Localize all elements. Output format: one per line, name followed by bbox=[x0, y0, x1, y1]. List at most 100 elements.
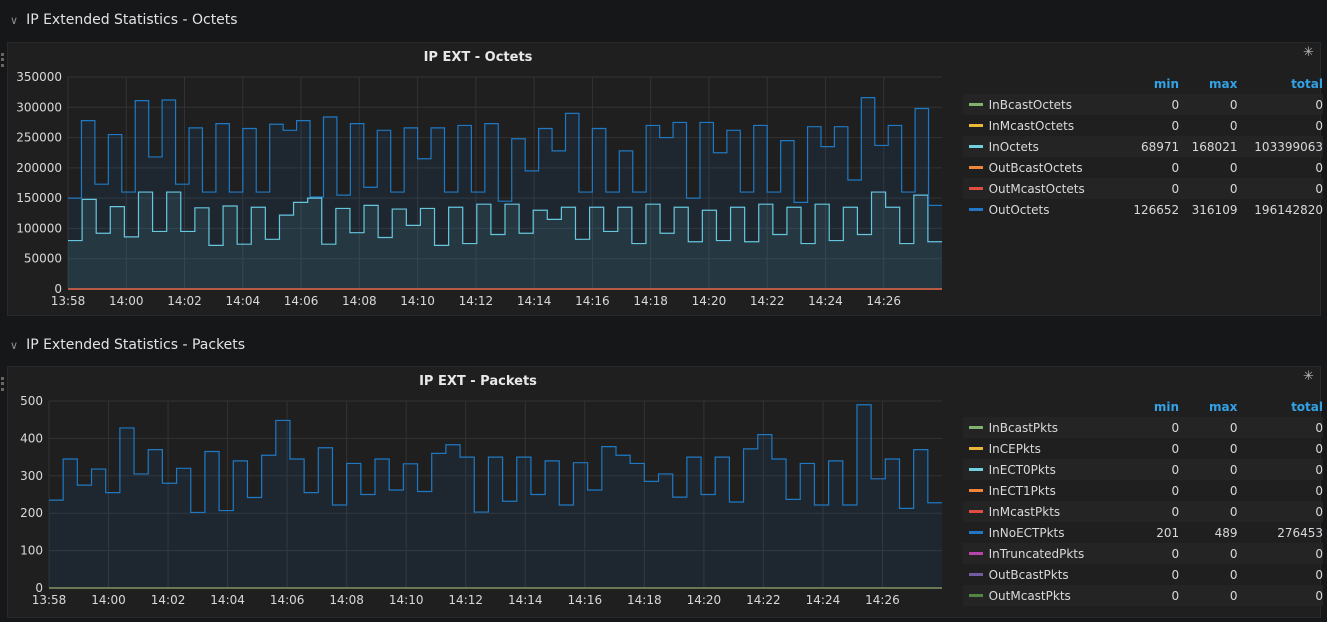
panel-title[interactable]: IP EXT - Packets bbox=[419, 374, 537, 389]
legend-item[interactable]: InBcastOctets 0 0 0 bbox=[963, 94, 1323, 115]
series-color-swatch[interactable] bbox=[969, 187, 983, 190]
series-color-swatch[interactable] bbox=[969, 208, 983, 211]
y-tick-label: 300 bbox=[20, 469, 43, 483]
x-tick-label: 13:58 bbox=[32, 593, 67, 607]
legend-min: 68971 bbox=[1140, 139, 1180, 154]
series-color-swatch[interactable] bbox=[969, 447, 983, 450]
legend-max: 0 bbox=[1229, 160, 1238, 175]
legend-series-name[interactable]: InMcastOctets bbox=[988, 118, 1075, 133]
row-header-octets[interactable]: ∨ IP Extended Statistics - Octets bbox=[10, 12, 238, 28]
series-fill bbox=[68, 192, 942, 289]
series-color-swatch[interactable] bbox=[969, 468, 983, 471]
legend-item[interactable]: InMcastPkts 0 0 0 bbox=[963, 501, 1323, 522]
x-tick-label: 14:14 bbox=[517, 294, 552, 308]
x-tick-label: 14:06 bbox=[270, 593, 305, 607]
legend-series-name[interactable]: InOctets bbox=[988, 139, 1039, 154]
legend-col-max[interactable]: max bbox=[1209, 76, 1238, 91]
y-tick-label: 100000 bbox=[16, 221, 62, 235]
y-tick-label: 0 bbox=[54, 282, 62, 296]
x-tick-label: 14:08 bbox=[329, 593, 364, 607]
panel-octets: IP EXT - Octets ✳ 0 50000 100000 150000 2000… bbox=[1, 42, 1323, 316]
panel-title[interactable]: IP EXT - Octets bbox=[423, 50, 533, 65]
series-color-swatch[interactable] bbox=[969, 489, 983, 492]
legend-col-min[interactable]: min bbox=[1153, 76, 1179, 91]
legend-item[interactable]: InCEPkts 0 0 0 bbox=[963, 438, 1323, 459]
legend-max: 0 bbox=[1229, 181, 1238, 196]
legend-col-total[interactable]: total bbox=[1291, 399, 1323, 414]
row-title: IP Extended Statistics - Octets bbox=[26, 12, 238, 28]
legend-item[interactable]: InNoECTPkts 201 489 276453 bbox=[963, 522, 1323, 543]
legend-col-min[interactable]: min bbox=[1153, 399, 1179, 414]
row-header-packets[interactable]: ∨ IP Extended Statistics - Packets bbox=[10, 337, 245, 353]
series-color-swatch[interactable] bbox=[969, 594, 983, 597]
legend-max: 0 bbox=[1229, 97, 1238, 112]
legend-packets: min max total InBcastPkts 0 0 0 InCEPkts 0 0 0 InEC… bbox=[963, 396, 1323, 606]
legend-col-max[interactable]: max bbox=[1209, 399, 1238, 414]
legend-series-name[interactable]: OutBcastPkts bbox=[988, 567, 1069, 582]
legend-series-name[interactable]: InNoECTPkts bbox=[988, 525, 1065, 540]
legend-max: 0 bbox=[1229, 483, 1238, 498]
legend-min: 201 bbox=[1156, 525, 1180, 540]
drag-handle-icon[interactable] bbox=[1, 377, 5, 391]
legend-min: 0 bbox=[1171, 97, 1180, 112]
series-color-swatch[interactable] bbox=[969, 573, 983, 576]
y-tick-label: 100 bbox=[20, 544, 43, 558]
legend-max: 0 bbox=[1229, 441, 1238, 456]
series-color-swatch[interactable] bbox=[969, 124, 983, 127]
chart-packets: 0 100 200 300 400 500 13:58 14:00 14:02 14:04 14:0… bbox=[20, 394, 942, 607]
legend-item[interactable]: InTruncatedPkts 0 0 0 bbox=[963, 543, 1323, 564]
legend-series-name[interactable]: InECT0Pkts bbox=[988, 462, 1056, 477]
series-color-swatch[interactable] bbox=[969, 103, 983, 106]
series-color-swatch[interactable] bbox=[969, 426, 983, 429]
legend-item[interactable]: OutOctets 126652 316109 196142820 bbox=[963, 199, 1323, 220]
legend-item[interactable]: InBcastPkts 0 0 0 bbox=[963, 417, 1323, 438]
legend-item[interactable]: OutMcastPkts 0 0 0 bbox=[963, 585, 1323, 606]
legend-max: 168021 bbox=[1191, 139, 1238, 154]
series-line-OutOctets bbox=[68, 96, 942, 207]
series-line-InNoECTPkts bbox=[49, 404, 942, 514]
series-color-swatch[interactable] bbox=[969, 166, 983, 169]
series-color-swatch[interactable] bbox=[969, 531, 983, 534]
series-color-swatch[interactable] bbox=[969, 552, 983, 555]
legend-item[interactable]: OutMcastOctets 0 0 0 bbox=[963, 178, 1323, 199]
x-tick-label: 14:16 bbox=[575, 294, 610, 308]
legend-item[interactable]: InECT0Pkts 0 0 0 bbox=[963, 459, 1323, 480]
series-color-swatch[interactable] bbox=[969, 145, 983, 148]
legend-item[interactable]: InOctets 68971 168021 103399063 bbox=[963, 136, 1323, 157]
y-tick-label: 150000 bbox=[16, 191, 62, 205]
legend-series-name[interactable]: OutMcastPkts bbox=[988, 588, 1071, 603]
chevron-down-icon: ∨ bbox=[10, 338, 19, 352]
legend-total: 0 bbox=[1315, 118, 1324, 133]
legend-total: 0 bbox=[1315, 160, 1324, 175]
legend-series-name[interactable]: OutMcastOctets bbox=[988, 181, 1085, 196]
legend-series-name[interactable]: InTruncatedPkts bbox=[988, 546, 1085, 561]
legend-series-name[interactable]: InBcastOctets bbox=[988, 97, 1072, 112]
legend-col-total[interactable]: total bbox=[1291, 76, 1323, 91]
x-tick-label: 14:20 bbox=[692, 294, 727, 308]
legend-series-name[interactable]: OutBcastOctets bbox=[988, 160, 1083, 175]
legend-series-name[interactable]: InMcastPkts bbox=[988, 504, 1061, 519]
series-color-swatch[interactable] bbox=[969, 510, 983, 513]
legend-item[interactable]: InECT1Pkts 0 0 0 bbox=[963, 480, 1323, 501]
legend-min: 0 bbox=[1171, 546, 1180, 561]
x-tick-label: 14:26 bbox=[865, 593, 900, 607]
legend-series-name[interactable]: InBcastPkts bbox=[988, 420, 1059, 435]
legend-item[interactable]: OutBcastOctets 0 0 0 bbox=[963, 157, 1323, 178]
legend-max: 0 bbox=[1229, 567, 1238, 582]
legend-item[interactable]: OutBcastPkts 0 0 0 bbox=[963, 564, 1323, 585]
legend-max: 0 bbox=[1229, 118, 1238, 133]
legend-min: 126652 bbox=[1133, 202, 1180, 217]
x-tick-label: 14:12 bbox=[448, 593, 483, 607]
legend-min: 0 bbox=[1171, 462, 1180, 477]
legend-max: 316109 bbox=[1191, 202, 1238, 217]
legend-total: 0 bbox=[1315, 420, 1324, 435]
y-tick-label: 350000 bbox=[16, 70, 62, 84]
y-tick-label: 300000 bbox=[16, 100, 62, 114]
legend-series-name[interactable]: InCEPkts bbox=[988, 441, 1041, 456]
legend-item[interactable]: InMcastOctets 0 0 0 bbox=[963, 115, 1323, 136]
legend-series-name[interactable]: OutOctets bbox=[988, 202, 1050, 217]
legend-series-name[interactable]: InECT1Pkts bbox=[988, 483, 1056, 498]
drag-handle-icon[interactable] bbox=[1, 53, 5, 67]
legend-total: 0 bbox=[1315, 588, 1324, 603]
legend-total: 0 bbox=[1315, 504, 1324, 519]
